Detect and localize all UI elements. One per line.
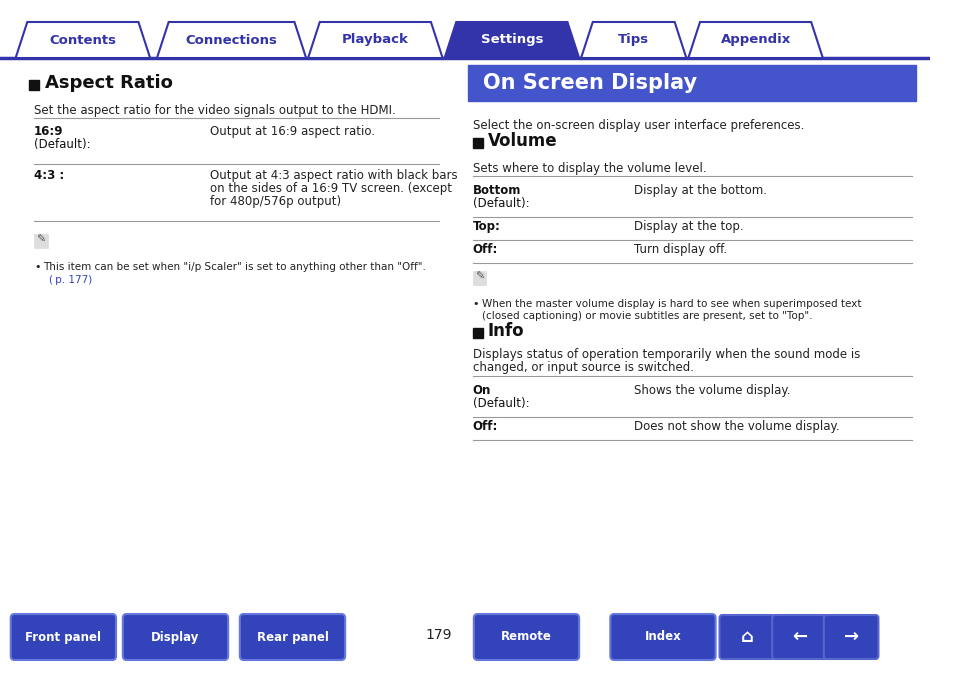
Bar xyxy=(34,234,48,248)
Text: This item can be set when "i/p Scaler" is set to anything other than "Off".: This item can be set when "i/p Scaler" i… xyxy=(43,262,425,272)
FancyBboxPatch shape xyxy=(823,615,878,659)
Bar xyxy=(468,65,916,101)
Text: Info: Info xyxy=(487,322,523,340)
Text: Tips: Tips xyxy=(618,34,649,46)
Text: 4:3 :: 4:3 : xyxy=(34,169,64,182)
Text: Aspect Ratio: Aspect Ratio xyxy=(45,74,172,92)
Polygon shape xyxy=(444,22,578,58)
Text: Contents: Contents xyxy=(50,34,116,46)
Text: Does not show the volume display.: Does not show the volume display. xyxy=(633,420,839,433)
Text: for 480p/576p output): for 480p/576p output) xyxy=(210,195,340,208)
Text: •: • xyxy=(473,299,478,309)
Text: Off:: Off: xyxy=(473,243,497,256)
Text: ⌂: ⌂ xyxy=(740,628,753,646)
Text: Displays status of operation temporarily when the sound mode is: Displays status of operation temporarily… xyxy=(473,348,860,361)
Bar xyxy=(473,271,486,285)
FancyBboxPatch shape xyxy=(474,614,578,660)
Text: Set the aspect ratio for the video signals output to the HDMI.: Set the aspect ratio for the video signa… xyxy=(34,104,395,117)
Text: Bottom: Bottom xyxy=(473,184,520,197)
Text: •: • xyxy=(34,262,41,272)
FancyBboxPatch shape xyxy=(610,614,715,660)
Text: Display at the top.: Display at the top. xyxy=(633,220,742,233)
Text: Output at 16:9 aspect ratio.: Output at 16:9 aspect ratio. xyxy=(210,125,375,138)
Text: Playback: Playback xyxy=(341,34,409,46)
Text: Select the on-screen display user interface preferences.: Select the on-screen display user interf… xyxy=(473,119,803,132)
Text: on the sides of a 16:9 TV screen. (except: on the sides of a 16:9 TV screen. (excep… xyxy=(210,182,451,195)
Text: (Default):: (Default): xyxy=(34,138,91,151)
Text: →: → xyxy=(842,628,858,646)
Text: changed, or input source is switched.: changed, or input source is switched. xyxy=(473,361,693,374)
Text: Appendix: Appendix xyxy=(720,34,790,46)
Text: 179: 179 xyxy=(425,628,452,642)
Text: Connections: Connections xyxy=(186,34,277,46)
Text: 16:9: 16:9 xyxy=(34,125,64,138)
Text: Turn display off.: Turn display off. xyxy=(633,243,726,256)
Text: Display at the bottom.: Display at the bottom. xyxy=(633,184,766,197)
Text: Output at 4:3 aspect ratio with black bars: Output at 4:3 aspect ratio with black ba… xyxy=(210,169,456,182)
Polygon shape xyxy=(688,22,822,58)
Polygon shape xyxy=(580,22,685,58)
Text: ✎: ✎ xyxy=(36,235,46,245)
Text: Settings: Settings xyxy=(480,34,542,46)
Polygon shape xyxy=(308,22,442,58)
FancyBboxPatch shape xyxy=(10,614,116,660)
Bar xyxy=(473,138,482,148)
FancyBboxPatch shape xyxy=(771,615,826,659)
Text: On Screen Display: On Screen Display xyxy=(482,73,696,93)
Text: Index: Index xyxy=(644,631,680,643)
Text: ←: ← xyxy=(791,628,806,646)
Text: Volume: Volume xyxy=(487,132,557,150)
Text: (Default):: (Default): xyxy=(473,197,529,210)
Polygon shape xyxy=(15,22,150,58)
Text: Off:: Off: xyxy=(473,420,497,433)
Text: ✎: ✎ xyxy=(475,272,484,282)
Text: Sets where to display the volume level.: Sets where to display the volume level. xyxy=(473,162,706,175)
Text: (Default):: (Default): xyxy=(473,397,529,410)
Text: Rear panel: Rear panel xyxy=(256,631,328,643)
Text: Front panel: Front panel xyxy=(26,631,101,643)
Polygon shape xyxy=(157,22,306,58)
FancyBboxPatch shape xyxy=(239,614,345,660)
Text: (closed captioning) or movie subtitles are present, set to "Top".: (closed captioning) or movie subtitles a… xyxy=(481,311,811,321)
Text: Remote: Remote xyxy=(500,631,552,643)
Bar xyxy=(473,328,482,338)
Text: When the master volume display is hard to see when superimposed text: When the master volume display is hard t… xyxy=(481,299,861,309)
FancyBboxPatch shape xyxy=(719,615,773,659)
Text: Shows the volume display.: Shows the volume display. xyxy=(633,384,789,397)
Text: ( p. 177): ( p. 177) xyxy=(49,275,91,285)
Text: On: On xyxy=(473,384,491,397)
Text: Top:: Top: xyxy=(473,220,500,233)
Bar xyxy=(30,80,39,90)
FancyBboxPatch shape xyxy=(123,614,228,660)
Text: Display: Display xyxy=(152,631,199,643)
